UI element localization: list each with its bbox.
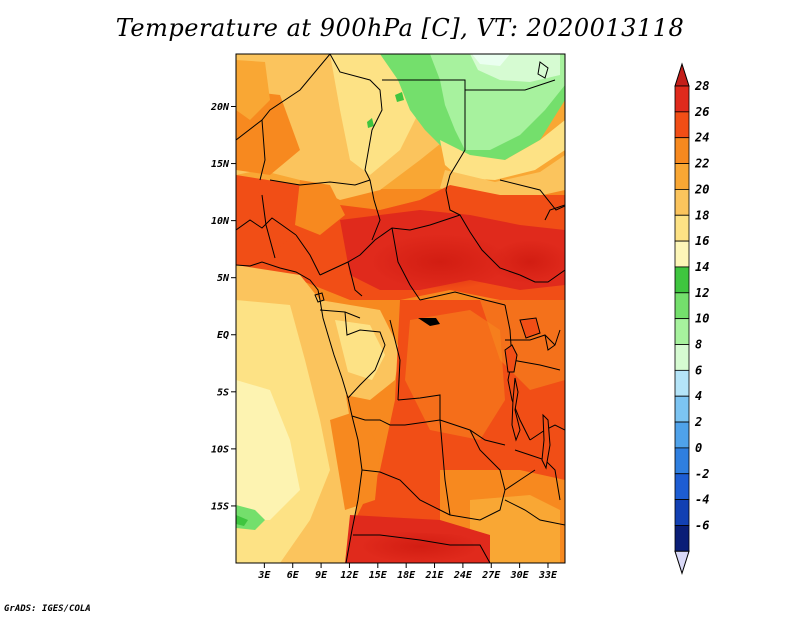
lat-label: 5S bbox=[217, 387, 229, 398]
colorbar-label: 0 bbox=[695, 441, 702, 455]
colorbar-swatch bbox=[674, 318, 690, 345]
colorbar-swatch bbox=[674, 85, 690, 113]
longitude-axis: 3E 6E 9E 12E 15E 18E 21E 24E 27E 30E 33E bbox=[257, 563, 558, 581]
lon-label: 6E bbox=[287, 570, 300, 581]
colorbar-swatch bbox=[674, 395, 690, 423]
lon-label: 12E bbox=[340, 570, 359, 581]
colorbar-swatch bbox=[674, 163, 690, 190]
colorbar-label: -2 bbox=[695, 467, 709, 481]
lat-label: 15S bbox=[211, 501, 229, 512]
lat-label: EQ bbox=[217, 330, 229, 341]
lon-label: 27E bbox=[481, 570, 501, 581]
colorbar-label: 8 bbox=[695, 338, 702, 352]
lon-label: 21E bbox=[425, 570, 445, 581]
colorbar-label: -4 bbox=[695, 493, 709, 507]
colorbar-swatch bbox=[674, 344, 690, 371]
colorbar-label: 16 bbox=[695, 234, 709, 248]
colorbar-swatch bbox=[674, 137, 690, 164]
colorbar-label: 28 bbox=[694, 79, 709, 93]
temperature-field bbox=[236, 54, 565, 563]
colorbar-label: 10 bbox=[695, 312, 709, 326]
colorbar-bottom-arrow bbox=[674, 550, 690, 575]
colorbar-label: 14 bbox=[695, 260, 709, 274]
lon-label: 24E bbox=[453, 570, 473, 581]
colorbar-label: 26 bbox=[694, 105, 709, 119]
lat-label: 20N bbox=[210, 102, 230, 113]
map-title: Temperature at 900hPa [C], VT: 202001311… bbox=[115, 14, 685, 42]
colorbar-swatch bbox=[674, 369, 690, 397]
lat-label: 5N bbox=[217, 273, 230, 284]
colorbar-label: 2 bbox=[694, 415, 702, 429]
map-frame bbox=[235, 53, 566, 564]
lakes bbox=[314, 61, 551, 470]
colorbar-label: 24 bbox=[694, 131, 709, 145]
colorbar-label: 20 bbox=[694, 182, 709, 196]
colorbar-label: 18 bbox=[695, 208, 709, 222]
colorbar-swatch bbox=[674, 473, 690, 501]
colorbar-swatch bbox=[674, 188, 690, 216]
country-borders bbox=[236, 54, 565, 563]
colorbar-label: 22 bbox=[694, 157, 709, 171]
lat-label: 10N bbox=[211, 216, 230, 227]
lon-label: 15E bbox=[369, 570, 388, 581]
colorbar-swatch bbox=[674, 111, 690, 139]
colorbar-label: -6 bbox=[695, 518, 709, 532]
lon-label: 18E bbox=[397, 570, 416, 581]
colorbar-label: 4 bbox=[695, 389, 702, 403]
lon-label: 30E bbox=[510, 570, 530, 581]
lon-label: 33E bbox=[538, 570, 558, 581]
lon-label: 9E bbox=[315, 570, 328, 581]
colorbar-label: 6 bbox=[695, 363, 702, 377]
latitude-axis: 20N 15N 10N 5N EQ 5S 10S 15S bbox=[210, 102, 236, 512]
lat-label: 15N bbox=[211, 159, 230, 170]
lat-label: 10S bbox=[211, 444, 229, 455]
colorbar-label: 12 bbox=[695, 286, 709, 300]
grads-credit: GrADS: IGES/COLA bbox=[4, 604, 91, 614]
colorbar-swatch bbox=[674, 214, 690, 242]
colorbar-swatch bbox=[674, 266, 690, 294]
colorbar-swatch bbox=[674, 447, 690, 475]
colorbar-swatch bbox=[674, 499, 690, 526]
lon-label: 3E bbox=[257, 570, 271, 581]
colorbar-swatch bbox=[674, 421, 690, 449]
colorbar-swatch bbox=[674, 240, 690, 268]
colorbar-swatch bbox=[674, 525, 690, 552]
colorbar-top-arrow bbox=[674, 62, 690, 87]
colorbar-swatch bbox=[674, 292, 690, 320]
